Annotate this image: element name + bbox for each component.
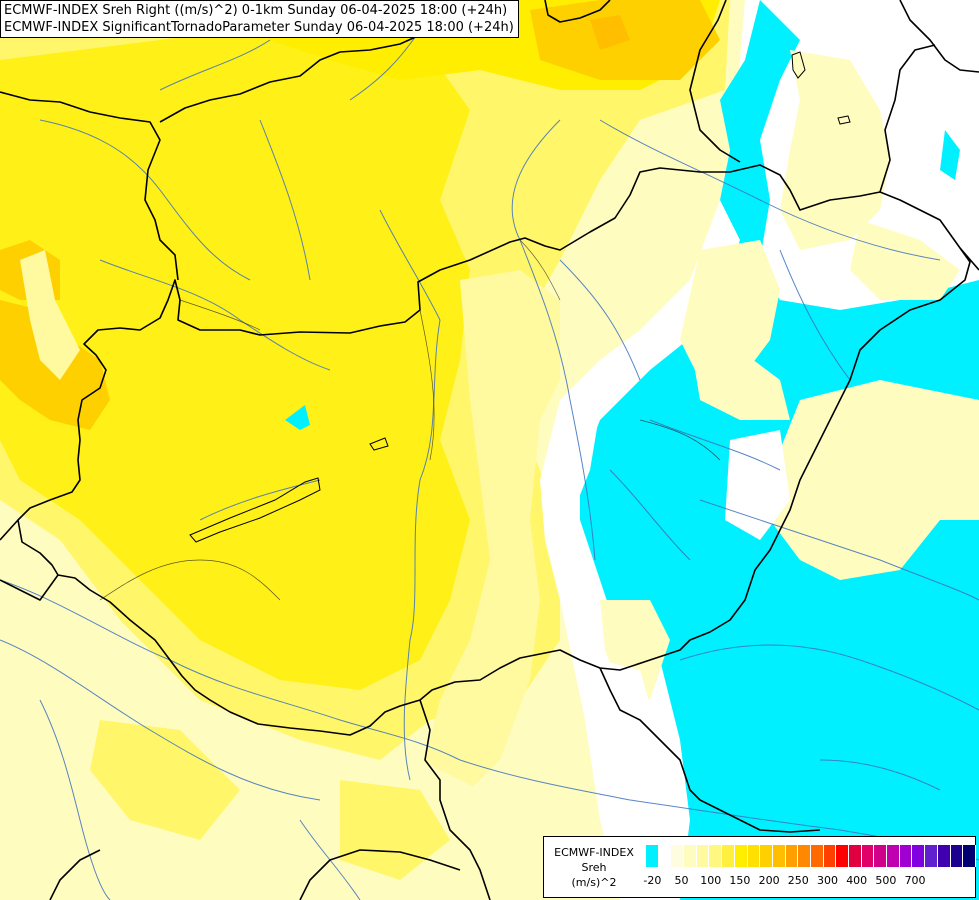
legend-swatch (772, 845, 786, 867)
river-lines (0, 29, 979, 900)
legend-swatch (810, 845, 824, 867)
legend-swatches (646, 845, 976, 867)
legend-swatch (684, 845, 697, 867)
color-legend: ECMWF-INDEX Sreh (m/s)^2 -20 50 100 150 200 2… (543, 836, 976, 898)
legend-title-param: Sreh (581, 861, 607, 874)
map-title-box: ECMWF-INDEX Sreh Right ((m/s)^2) 0-1km S… (0, 0, 519, 38)
legend-swatch (760, 845, 773, 867)
field-white-east-gap (725, 430, 790, 540)
lake-small-3 (837, 115, 851, 125)
legend-swatch (747, 845, 761, 867)
legend-swatch (658, 845, 672, 867)
field-pale-ne (780, 50, 890, 250)
legend-tick-label: 200 (758, 874, 780, 887)
field-yellow-core-2 (160, 300, 360, 600)
field-cyan-nw-spot (285, 405, 310, 430)
legend-title: ECMWF-INDEX Sreh (m/s)^2 (546, 845, 642, 890)
lake-small-1 (369, 437, 389, 451)
legend-swatch (937, 845, 951, 867)
legend-swatch (722, 845, 735, 867)
field-orange-north-core (590, 15, 630, 50)
legend-swatch (798, 845, 811, 867)
field-yellow-south-patch (90, 720, 240, 840)
legend-swatch (874, 845, 888, 867)
legend-tick-label: 500 (875, 874, 897, 887)
lake-small-2 (791, 51, 806, 79)
legend-title-unit: (m/s)^2 (571, 876, 617, 889)
legend-swatch (646, 845, 659, 867)
legend-tick-label: 50 (674, 874, 689, 887)
field-pale-east (770, 380, 979, 580)
field-pale-band (420, 270, 560, 800)
legend-swatch (823, 845, 837, 867)
field-pale-ne-2 (850, 220, 960, 300)
lake-balaton (189, 477, 321, 543)
legend-tick-label: 250 (787, 874, 809, 887)
legend-swatch (785, 845, 799, 867)
legend-swatch (912, 845, 926, 867)
legend-tick-label: 300 (817, 874, 838, 887)
legend-title-model: ECMWF-INDEX (554, 846, 634, 859)
legend-swatch (887, 845, 900, 867)
title-line-sreh: ECMWF-INDEX Sreh Right ((m/s)^2) 0-1km S… (4, 3, 508, 18)
field-yellow-south-patch-2 (340, 780, 450, 880)
field-pale-center-2 (690, 340, 790, 420)
field-white-west-cyan (540, 410, 600, 600)
region-borders (99, 239, 721, 601)
legend-ticks: -20 50 100 150 200 250 300 400 500 700 (643, 874, 976, 890)
legend-swatch (849, 845, 862, 867)
field-cyan-ne-spot (940, 130, 960, 180)
legend-tick-label: 700 (904, 874, 926, 887)
field-white-south (600, 660, 660, 870)
legend-tick-label: 150 (729, 874, 751, 887)
legend-swatch (709, 845, 723, 867)
legend-swatch (734, 845, 748, 867)
legend-swatch (963, 845, 976, 867)
legend-swatch (925, 845, 938, 867)
legend-swatch (671, 845, 685, 867)
legend-swatch (696, 845, 710, 867)
field-pale-west-spot (20, 250, 80, 380)
legend-tick-label: -20 (643, 874, 662, 887)
legend-swatch (836, 845, 849, 867)
legend-tick-label: 400 (846, 874, 868, 887)
legend-swatch (861, 845, 875, 867)
legend-swatch (899, 845, 913, 867)
title-line-stp: ECMWF-INDEX SignificantTornadoParameter … (4, 20, 514, 35)
legend-swatch (950, 845, 964, 867)
legend-tick-label: 100 (700, 874, 722, 887)
